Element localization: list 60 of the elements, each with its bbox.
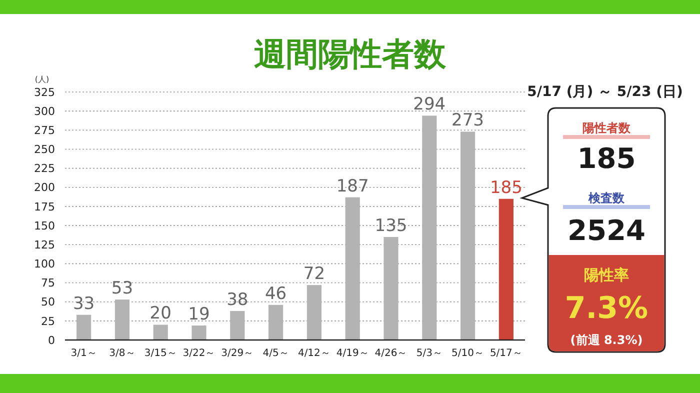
y-tick-label: 225 <box>34 162 55 176</box>
y-axis-title: (人) <box>34 75 50 84</box>
x-tick-label: 4/19～ <box>336 348 369 359</box>
y-tick-label: 0 <box>48 334 55 347</box>
bar <box>384 236 398 340</box>
bar <box>114 300 130 340</box>
y-tick-label: 150 <box>34 219 55 232</box>
bar <box>268 304 284 340</box>
bar <box>306 285 322 340</box>
x-tick-label: 5/10～ <box>452 348 484 359</box>
y-tick-label: 50 <box>41 296 55 309</box>
bar <box>422 116 437 340</box>
text: 陽性者数 <box>582 121 632 135</box>
text: 5/17 (月) ～ 5/23 (日) <box>527 84 683 100</box>
data-label: 294 <box>413 94 446 115</box>
bar <box>192 326 206 340</box>
data-label: 53 <box>111 278 134 299</box>
x-tick-label: 4/5～ <box>262 348 289 359</box>
y-tick-label: 250 <box>34 143 55 156</box>
x-tick-label: 5/17～ <box>490 348 522 359</box>
y-tick-label: 125 <box>34 238 55 252</box>
y-tick-label: 25 <box>41 314 55 328</box>
x-tick-label: 3/22～ <box>182 348 216 359</box>
y-tick-label: 200 <box>34 181 55 194</box>
data-label: 72 <box>303 264 326 284</box>
bar <box>76 314 92 340</box>
text: 検査数 <box>588 191 626 205</box>
chart-title: 週間陽性者数 <box>254 35 447 73</box>
y-tick-label: 325 <box>34 86 55 99</box>
bar <box>498 198 514 340</box>
data-label: 19 <box>188 304 210 324</box>
text: 陽性率 <box>584 266 629 284</box>
text: 185 <box>577 142 636 175</box>
y-tick-label: 300 <box>34 104 55 118</box>
data-label: 273 <box>452 110 484 131</box>
data-label: 187 <box>336 176 369 196</box>
y-tick-label: 275 <box>34 124 55 138</box>
data-label: 20 <box>150 304 172 324</box>
bar <box>153 324 168 340</box>
x-tick-label: 3/29～ <box>221 348 254 359</box>
y-tick-label: 175 <box>34 200 55 214</box>
text: 7.3% <box>564 291 648 326</box>
y-tick-label: 75 <box>41 276 55 290</box>
bar <box>460 132 476 340</box>
x-tick-label: 4/26～ <box>374 348 408 359</box>
y-tick-label: 100 <box>34 258 55 271</box>
x-tick-label: 3/1～ <box>70 348 97 359</box>
data-label: 46 <box>264 284 287 304</box>
x-tick-label: 4/12～ <box>298 348 330 359</box>
x-tick-label: 3/15～ <box>144 348 177 359</box>
data-label: 135 <box>374 216 408 236</box>
x-tick-label: 3/8～ <box>109 348 136 359</box>
bar <box>345 197 360 340</box>
data-label: 33 <box>72 294 95 314</box>
text: 2524 <box>568 214 646 247</box>
bar <box>230 311 245 340</box>
x-tick-label: 5/3～ <box>416 348 442 359</box>
data-label: 185 <box>490 178 522 198</box>
data-label: 38 <box>226 290 248 310</box>
text: (前週 8.3%) <box>570 333 643 347</box>
